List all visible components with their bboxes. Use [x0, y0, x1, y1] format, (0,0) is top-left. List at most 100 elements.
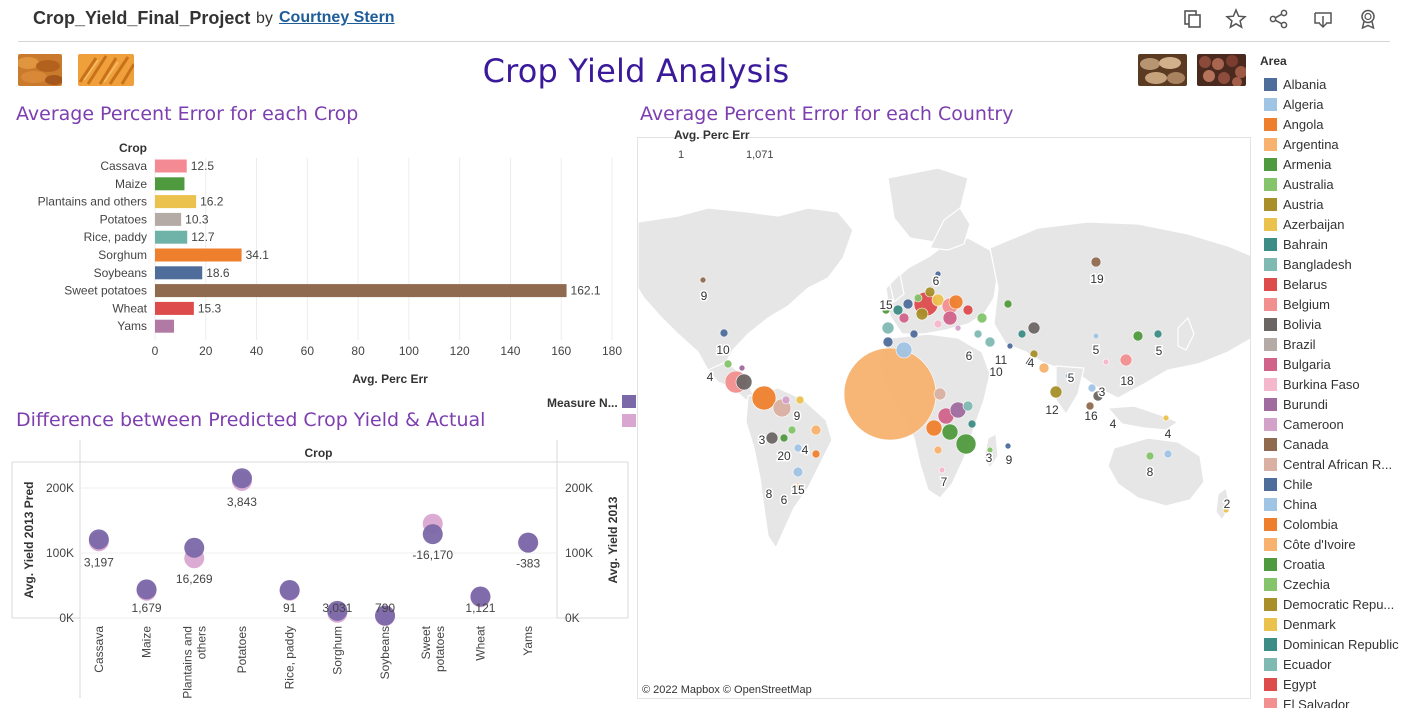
country-bubble[interactable] — [933, 387, 947, 401]
dot-mark[interactable] — [422, 524, 443, 545]
country-bubble[interactable] — [1222, 506, 1230, 514]
country-bubble[interactable] — [1092, 390, 1104, 402]
country-bubble[interactable] — [909, 329, 919, 339]
country-bubble[interactable] — [976, 312, 988, 324]
country-bubble[interactable] — [843, 347, 937, 441]
country-bubble[interactable] — [1085, 401, 1095, 411]
legend-item[interactable]: Argentina — [1258, 134, 1420, 154]
map-attribution[interactable]: © 2022 Mapbox © OpenStreetMap — [640, 684, 814, 696]
country-bubble[interactable] — [882, 336, 894, 348]
legend-item[interactable]: Burkina Faso — [1258, 374, 1420, 394]
legend-item[interactable]: Armenia — [1258, 154, 1420, 174]
country-bubble[interactable] — [984, 336, 996, 348]
country-bubble[interactable] — [924, 286, 936, 298]
country-bubble[interactable] — [948, 294, 964, 310]
dot-mark[interactable] — [231, 468, 252, 489]
country-bubble[interactable] — [1092, 332, 1100, 340]
country-bubble[interactable] — [1119, 353, 1133, 367]
country-bubble[interactable] — [765, 431, 779, 445]
legend-item[interactable]: Central African R... — [1258, 454, 1420, 474]
legend-item[interactable]: China — [1258, 494, 1420, 514]
legend-item[interactable]: Brazil — [1258, 334, 1420, 354]
country-bubble[interactable] — [895, 341, 913, 359]
legend-item[interactable]: Colombia — [1258, 514, 1420, 534]
country-error-map[interactable]: 19 9 15 6 10 4 5 5 6 11 4 10 4 5 18 12 3 16 4 4 9 3 20 4 3 9 8 15 6 7… — [637, 137, 1251, 699]
country-bubble[interactable] — [699, 276, 707, 284]
country-bubble[interactable] — [1017, 329, 1027, 339]
country-bubble[interactable] — [1003, 299, 1013, 309]
favorite-star-icon[interactable] — [1225, 8, 1247, 30]
bar-mark[interactable] — [155, 319, 175, 333]
legend-item[interactable]: Dominican Republic — [1258, 634, 1420, 654]
country-bubble[interactable] — [902, 298, 914, 310]
legend-item[interactable]: Albania — [1258, 74, 1420, 94]
legend-item[interactable]: Bangladesh — [1258, 254, 1420, 274]
legend-item[interactable]: Chile — [1258, 474, 1420, 494]
country-bubble[interactable] — [925, 419, 943, 437]
crop-error-bar-chart[interactable]: 0 20 40 60 80 100 120 140 160 180 Crop Cassava 12.5 M… — [0, 136, 636, 396]
dot-mark[interactable] — [375, 605, 396, 626]
country-bubbles[interactable] — [699, 256, 1230, 514]
country-bubble[interactable] — [934, 270, 942, 278]
country-bubble[interactable] — [738, 364, 746, 372]
share-icon[interactable] — [1268, 8, 1290, 30]
dot-mark[interactable] — [88, 529, 109, 550]
bar-mark[interactable] — [155, 230, 188, 244]
legend-item[interactable]: Ecuador — [1258, 654, 1420, 674]
country-bubble[interactable] — [915, 307, 929, 321]
country-bubble[interactable] — [942, 310, 958, 326]
country-bubble[interactable] — [881, 321, 895, 335]
copy-icon[interactable] — [1181, 8, 1203, 30]
country-bubble[interactable] — [810, 424, 822, 436]
country-bubble[interactable] — [792, 466, 804, 478]
country-bubble[interactable] — [1038, 362, 1050, 374]
bar-mark[interactable] — [155, 284, 567, 298]
measure-swatch-actual[interactable] — [622, 414, 636, 427]
badge-icon[interactable] — [1357, 8, 1379, 30]
country-bubble[interactable] — [794, 482, 802, 490]
download-icon[interactable] — [1312, 8, 1334, 30]
country-bubble[interactable] — [898, 312, 910, 324]
country-bubble[interactable] — [793, 443, 803, 453]
legend-item[interactable]: Denmark — [1258, 614, 1420, 634]
country-bubble[interactable] — [1163, 449, 1173, 459]
country-bubble[interactable] — [938, 466, 946, 474]
legend-item[interactable]: Bahrain — [1258, 234, 1420, 254]
legend-item[interactable]: Angola — [1258, 114, 1420, 134]
country-bubble[interactable] — [1029, 349, 1039, 359]
country-bubble[interactable] — [1064, 372, 1072, 380]
legend-item[interactable]: Cameroon — [1258, 414, 1420, 434]
measure-swatch-pred[interactable] — [622, 395, 636, 408]
legend-item[interactable]: Burundi — [1258, 394, 1420, 414]
country-bubble[interactable] — [881, 305, 891, 315]
country-bubble[interactable] — [986, 446, 994, 454]
country-bubble[interactable] — [719, 328, 729, 338]
legend-item[interactable]: Austria — [1258, 194, 1420, 214]
legend-item[interactable]: Algeria — [1258, 94, 1420, 114]
legend-item[interactable]: Canada — [1258, 434, 1420, 454]
country-bubble[interactable] — [723, 359, 733, 369]
bar-mark[interactable] — [155, 159, 187, 173]
country-bubble[interactable] — [913, 293, 923, 303]
country-bubble[interactable] — [735, 373, 753, 391]
country-bubble[interactable] — [954, 324, 962, 332]
legend-item[interactable]: Bulgaria — [1258, 354, 1420, 374]
legend-item[interactable]: Czechia — [1258, 574, 1420, 594]
country-bubble[interactable] — [787, 425, 797, 435]
country-bubble[interactable] — [1090, 256, 1102, 268]
country-bubble[interactable] — [1145, 451, 1155, 461]
dot-mark[interactable] — [518, 532, 539, 553]
legend-item[interactable]: Croatia — [1258, 554, 1420, 574]
country-bubble[interactable] — [933, 319, 943, 329]
country-bubble[interactable] — [1162, 414, 1170, 422]
country-bubble[interactable] — [973, 329, 983, 339]
country-bubble[interactable] — [811, 449, 821, 459]
legend-item[interactable]: Australia — [1258, 174, 1420, 194]
country-bubble[interactable] — [751, 385, 777, 411]
country-bubble[interactable] — [1004, 442, 1012, 450]
yield-difference-dot-chart[interactable]: Crop 0K 0K 100K 100K 200K 200K Avg. Yield 2013 … — [0, 436, 636, 704]
legend-item[interactable]: Belarus — [1258, 274, 1420, 294]
country-bubble[interactable] — [967, 419, 977, 429]
country-bubble[interactable] — [955, 433, 977, 455]
dot-mark[interactable] — [327, 600, 348, 621]
